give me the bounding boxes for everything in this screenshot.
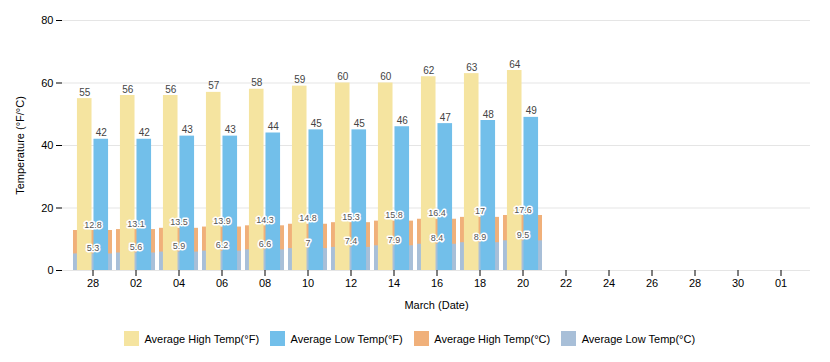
svg-text:5.3: 5.3 [87, 243, 100, 253]
svg-text:08: 08 [259, 277, 271, 289]
svg-text:80: 80 [41, 14, 53, 26]
svg-text:56: 56 [122, 84, 134, 95]
svg-text:42: 42 [96, 127, 108, 138]
html-text:Average High Temp(°C): Average High Temp(°C) [434, 332, 551, 345]
svg-text:14.3: 14.3 [256, 215, 274, 225]
svg-text:46: 46 [397, 115, 409, 126]
svg-text:62: 62 [423, 65, 435, 76]
svg-text:14: 14 [388, 277, 400, 289]
svg-text:18: 18 [474, 277, 486, 289]
svg-text:48: 48 [483, 109, 495, 120]
svg-text:55: 55 [79, 87, 91, 98]
svg-text:43: 43 [225, 124, 237, 135]
svg-text:60: 60 [41, 77, 53, 89]
svg-text:26: 26 [646, 277, 658, 289]
svg-text:13.5: 13.5 [170, 217, 188, 227]
svg-text:14.8: 14.8 [299, 213, 317, 223]
svg-text:06: 06 [216, 277, 228, 289]
svg-text:22: 22 [560, 277, 572, 289]
svg-text:7: 7 [305, 238, 310, 248]
svg-text:6.6: 6.6 [259, 239, 272, 249]
svg-text:58: 58 [251, 77, 263, 88]
svg-text:16.4: 16.4 [428, 208, 446, 218]
svg-text:15.3: 15.3 [342, 212, 360, 222]
svg-text:9.5: 9.5 [517, 230, 530, 240]
svg-text:Temperature (°F/°C): Temperature (°F/°C) [14, 96, 26, 195]
svg-text:43: 43 [182, 124, 194, 135]
html-text:Average High Temp(°F): Average High Temp(°F) [144, 332, 259, 345]
svg-text:45: 45 [354, 118, 366, 129]
svg-text:12.8: 12.8 [84, 220, 102, 230]
svg-text:56: 56 [165, 84, 177, 95]
svg-text:20: 20 [41, 202, 53, 214]
svg-text:44: 44 [268, 121, 280, 132]
svg-text:60: 60 [337, 71, 349, 82]
svg-text:6.2: 6.2 [216, 240, 229, 250]
svg-text:10: 10 [302, 277, 314, 289]
svg-text:40: 40 [41, 139, 53, 151]
svg-text:7.9: 7.9 [388, 235, 401, 245]
svg-text:59: 59 [294, 74, 306, 85]
svg-text:15.8: 15.8 [385, 210, 403, 220]
svg-text:17: 17 [475, 206, 485, 216]
svg-text:5.6: 5.6 [130, 242, 143, 252]
svg-text:02: 02 [130, 277, 142, 289]
svg-text:5.9: 5.9 [173, 241, 186, 251]
svg-text:64: 64 [509, 59, 521, 70]
svg-text:13.1: 13.1 [127, 219, 145, 229]
svg-text:20: 20 [517, 277, 529, 289]
svg-text:8.4: 8.4 [431, 233, 444, 243]
html-text:Average Low Temp(°C): Average Low Temp(°C) [581, 332, 696, 345]
svg-text:42: 42 [139, 127, 151, 138]
svg-text:0: 0 [47, 264, 53, 276]
svg-text:16: 16 [431, 277, 443, 289]
svg-text:60: 60 [380, 71, 392, 82]
svg-text:04: 04 [173, 277, 185, 289]
svg-text:49: 49 [526, 105, 538, 116]
svg-text:57: 57 [208, 80, 220, 91]
svg-text:47: 47 [440, 112, 452, 123]
svg-text:45: 45 [311, 118, 323, 129]
svg-text:March (Date): March (Date) [404, 299, 468, 311]
svg-text:17.6: 17.6 [514, 205, 532, 215]
svg-text:24: 24 [603, 277, 615, 289]
svg-text:63: 63 [466, 62, 478, 73]
svg-text:01: 01 [775, 277, 787, 289]
svg-text:28: 28 [87, 277, 99, 289]
svg-text:13.9: 13.9 [213, 216, 231, 226]
svg-text:8.9: 8.9 [474, 232, 487, 242]
svg-text:7.4: 7.4 [345, 236, 358, 246]
svg-text:30: 30 [732, 277, 744, 289]
svg-text:28: 28 [689, 277, 701, 289]
html-text:Average Low Temp(°F): Average Low Temp(°F) [290, 332, 403, 345]
svg-text:12: 12 [345, 277, 357, 289]
